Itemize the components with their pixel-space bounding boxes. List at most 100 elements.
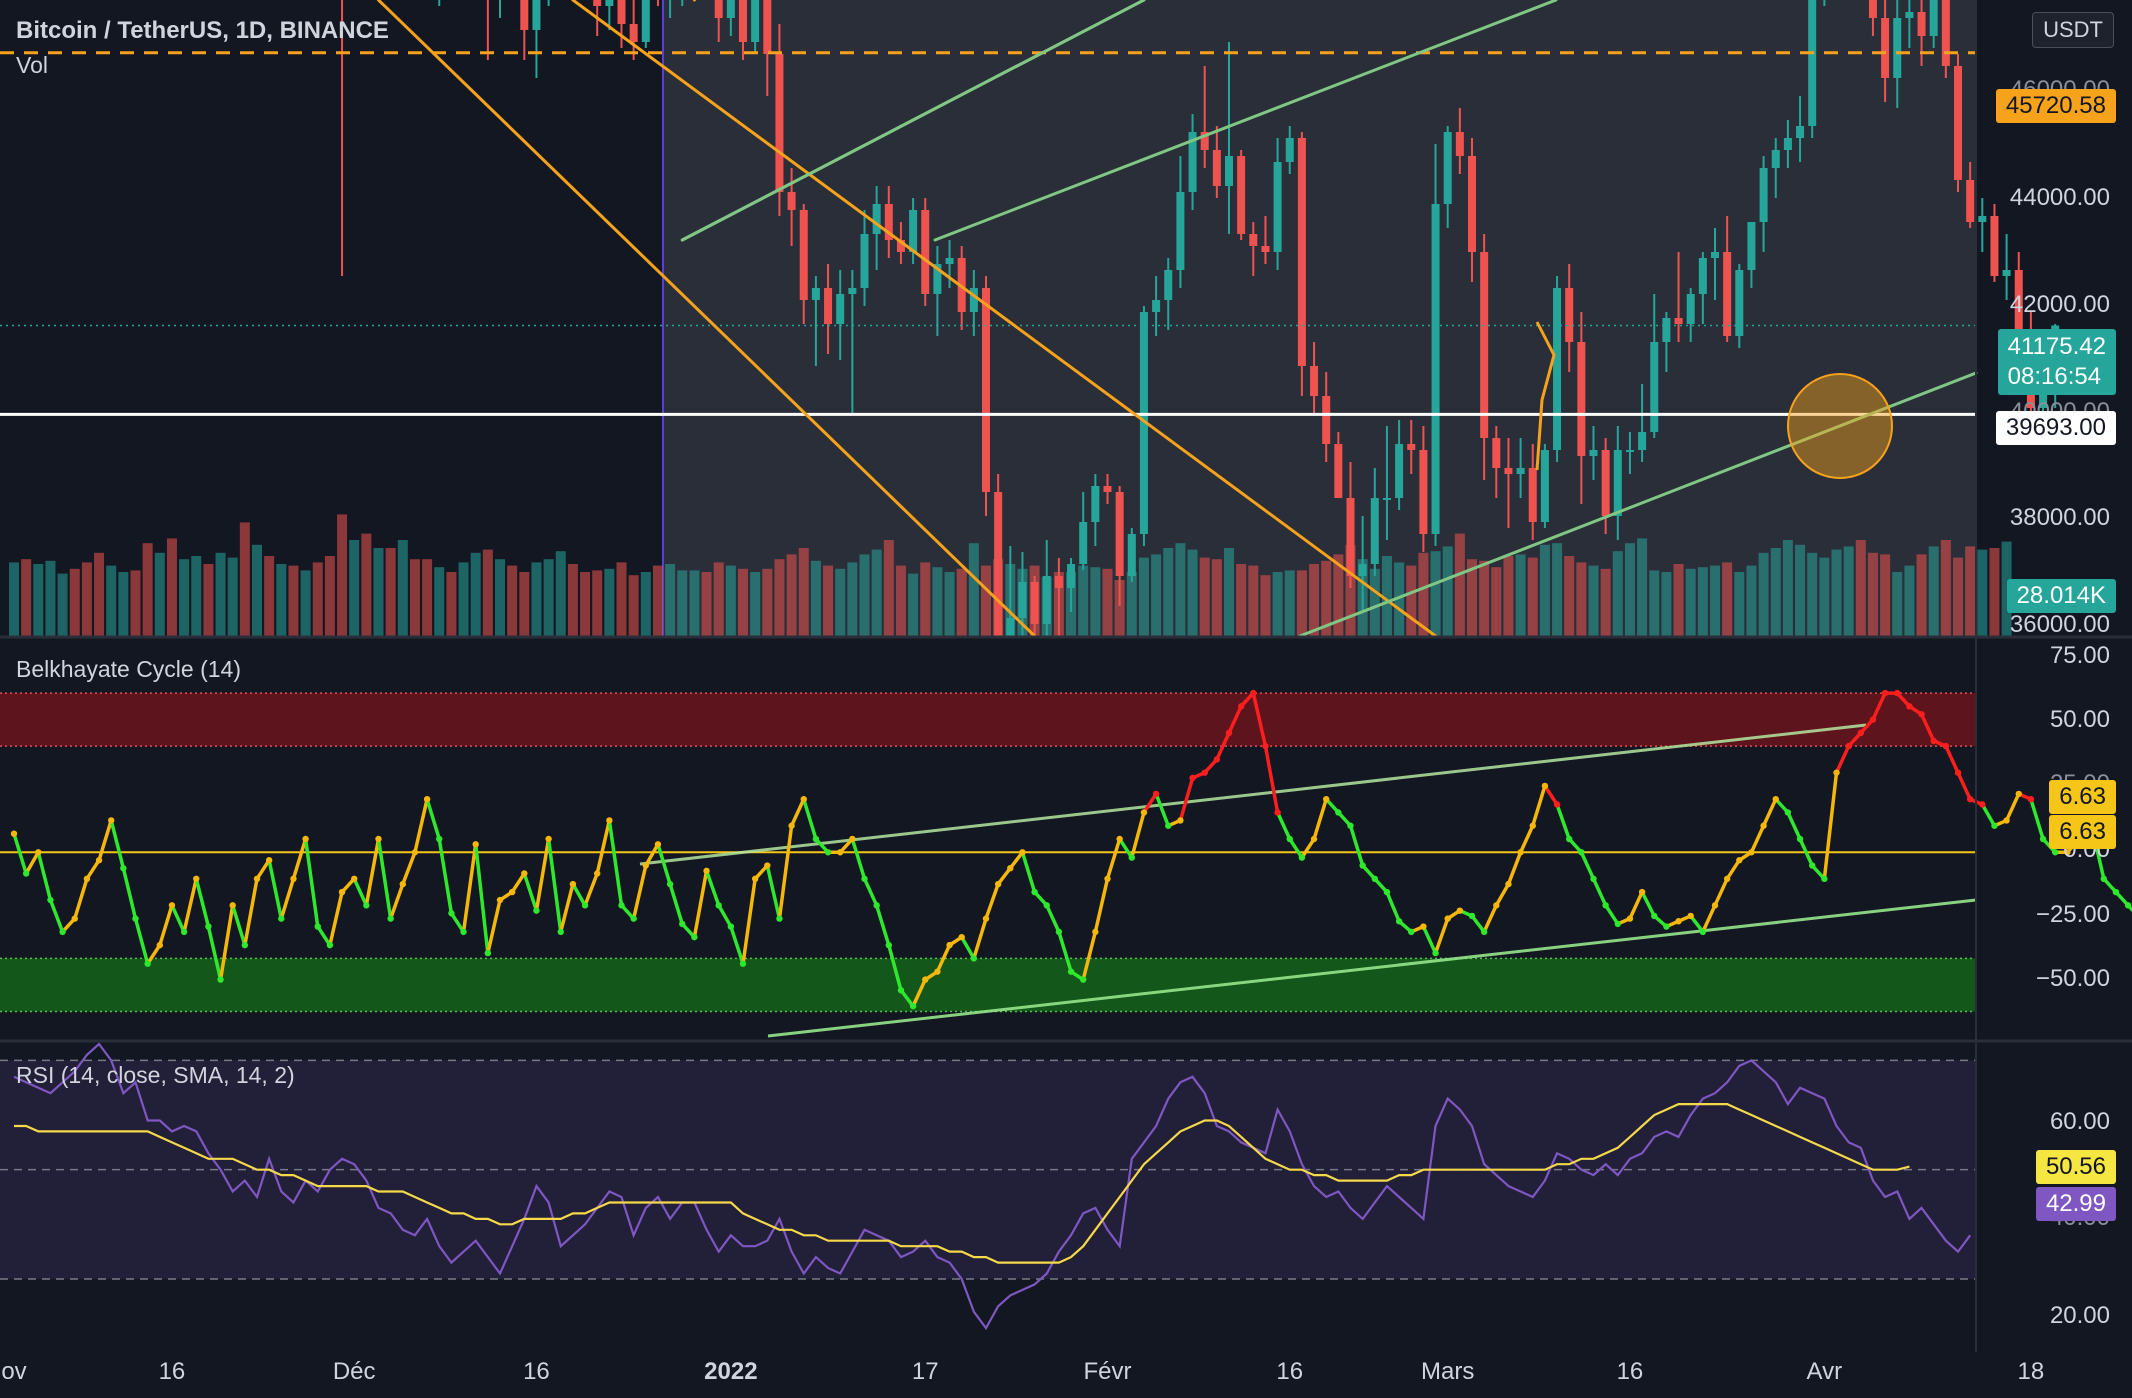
cycle-segment xyxy=(1786,810,1802,841)
volume-bar xyxy=(725,565,736,636)
cycle-point xyxy=(1772,796,1779,803)
cycle-segment xyxy=(874,903,891,947)
cycle-segment xyxy=(1579,850,1596,881)
cycle-point xyxy=(1298,854,1306,861)
volume-bar xyxy=(1953,557,1963,636)
volume-bar xyxy=(1515,554,1526,636)
volume-bar xyxy=(69,568,80,636)
cycle-point xyxy=(314,923,321,930)
candle-body xyxy=(1577,342,1586,456)
time-tick: Déc xyxy=(332,1358,376,1385)
cycle-segment xyxy=(12,831,28,876)
cycle-point xyxy=(1359,862,1366,869)
cycle-point xyxy=(1954,769,1962,776)
volume-bar xyxy=(1151,554,1162,636)
pane-dividers[interactable] xyxy=(0,0,2132,1352)
cycle-segment xyxy=(133,916,150,966)
volume-bar xyxy=(604,568,615,636)
cycle-segment xyxy=(1215,731,1231,762)
cycle-point xyxy=(1626,915,1634,922)
cycle-point xyxy=(776,915,783,922)
candle-body xyxy=(714,0,723,18)
candle-body xyxy=(629,24,638,42)
volume-bar xyxy=(981,565,991,636)
cycle-segment xyxy=(1470,914,1486,934)
cycle-segment xyxy=(765,863,782,921)
volume-bar xyxy=(592,570,603,636)
volume-bar xyxy=(1467,559,1477,636)
cycle-point xyxy=(1067,968,1075,975)
cycle-point xyxy=(1140,809,1148,816)
cycle-segment xyxy=(2029,797,2045,841)
cycle-point xyxy=(2052,849,2059,856)
rsi-title: RSI (14, close, SMA, 14, 2) xyxy=(16,1062,295,1088)
cycle-segment xyxy=(1178,776,1195,823)
time-tick: 16 xyxy=(1276,1358,1304,1385)
volume-bar xyxy=(1661,572,1672,636)
rsi-pane[interactable] xyxy=(0,1042,1976,1331)
ascending-channel-top xyxy=(680,0,1146,242)
volume-bar xyxy=(1685,568,1696,636)
cycle-segment xyxy=(887,943,903,992)
volume-bar xyxy=(616,562,627,636)
rsi-line xyxy=(13,1042,1972,1331)
cycle-segment xyxy=(1251,691,1268,748)
cycle-point xyxy=(812,835,820,843)
candle-body xyxy=(1091,486,1100,522)
rsi-tick: 60.00 xyxy=(2049,1108,2110,1135)
volume-bar xyxy=(1892,572,1903,636)
symbol-title[interactable]: Bitcoin / TetherUS, 1D, BINANCE xyxy=(16,17,389,44)
candle-body xyxy=(872,204,881,234)
price-pane[interactable] xyxy=(0,0,2060,638)
cycle-point xyxy=(1651,912,1658,920)
volume-bar xyxy=(774,559,785,636)
volume-bar xyxy=(179,559,190,636)
volume-bar xyxy=(847,562,858,636)
cycle-segment xyxy=(583,871,599,908)
candle-body xyxy=(1200,132,1209,150)
volume-bar xyxy=(1333,554,1344,636)
volume-bar xyxy=(1321,560,1332,636)
cycle-point xyxy=(156,941,163,949)
cycle-segment xyxy=(1130,810,1146,860)
candle-body xyxy=(1589,450,1598,456)
cycle-segment xyxy=(1701,903,1717,934)
cycle-point xyxy=(581,902,589,909)
cycle-segment xyxy=(862,877,879,908)
candle-body xyxy=(1225,156,1233,186)
candle-body xyxy=(1273,162,1282,252)
cycle-point xyxy=(168,902,176,909)
volume-bar xyxy=(713,562,724,636)
currency-button[interactable]: USDT xyxy=(2032,12,2114,48)
volume-bar xyxy=(1309,564,1320,636)
volume-bar xyxy=(895,565,906,636)
cycle-point xyxy=(1857,729,1865,737)
cycle-point xyxy=(1906,703,1913,710)
cycle-segment xyxy=(1688,914,1705,934)
belkhayate-cycle-pane[interactable] xyxy=(0,689,2132,1038)
cycle-segment xyxy=(656,842,672,886)
cycle-point xyxy=(205,923,212,930)
candle-body xyxy=(1346,498,1355,576)
cycle-point xyxy=(1420,923,1427,930)
cycle-point xyxy=(1201,769,1208,776)
cycle-point xyxy=(873,902,880,909)
resistance-price-badge: 45720.58 xyxy=(1995,89,2116,123)
candle-body xyxy=(1370,498,1379,564)
candle-body xyxy=(641,0,650,42)
volume-bar xyxy=(1965,546,1976,636)
cycle-segment xyxy=(255,858,271,881)
candle-body xyxy=(1030,582,1039,624)
candle-body xyxy=(1613,450,1622,516)
cycle-point xyxy=(229,902,236,909)
candle-body xyxy=(1868,0,1877,18)
cycle-point xyxy=(241,941,249,949)
cycle-point xyxy=(411,849,419,856)
cycle-point xyxy=(1310,835,1318,843)
cycle-segment xyxy=(1944,744,1960,775)
cycle-segment xyxy=(1348,823,1365,868)
cycle-segment xyxy=(1494,882,1511,908)
cycle-point xyxy=(1529,822,1536,829)
candle-body xyxy=(1249,234,1258,246)
